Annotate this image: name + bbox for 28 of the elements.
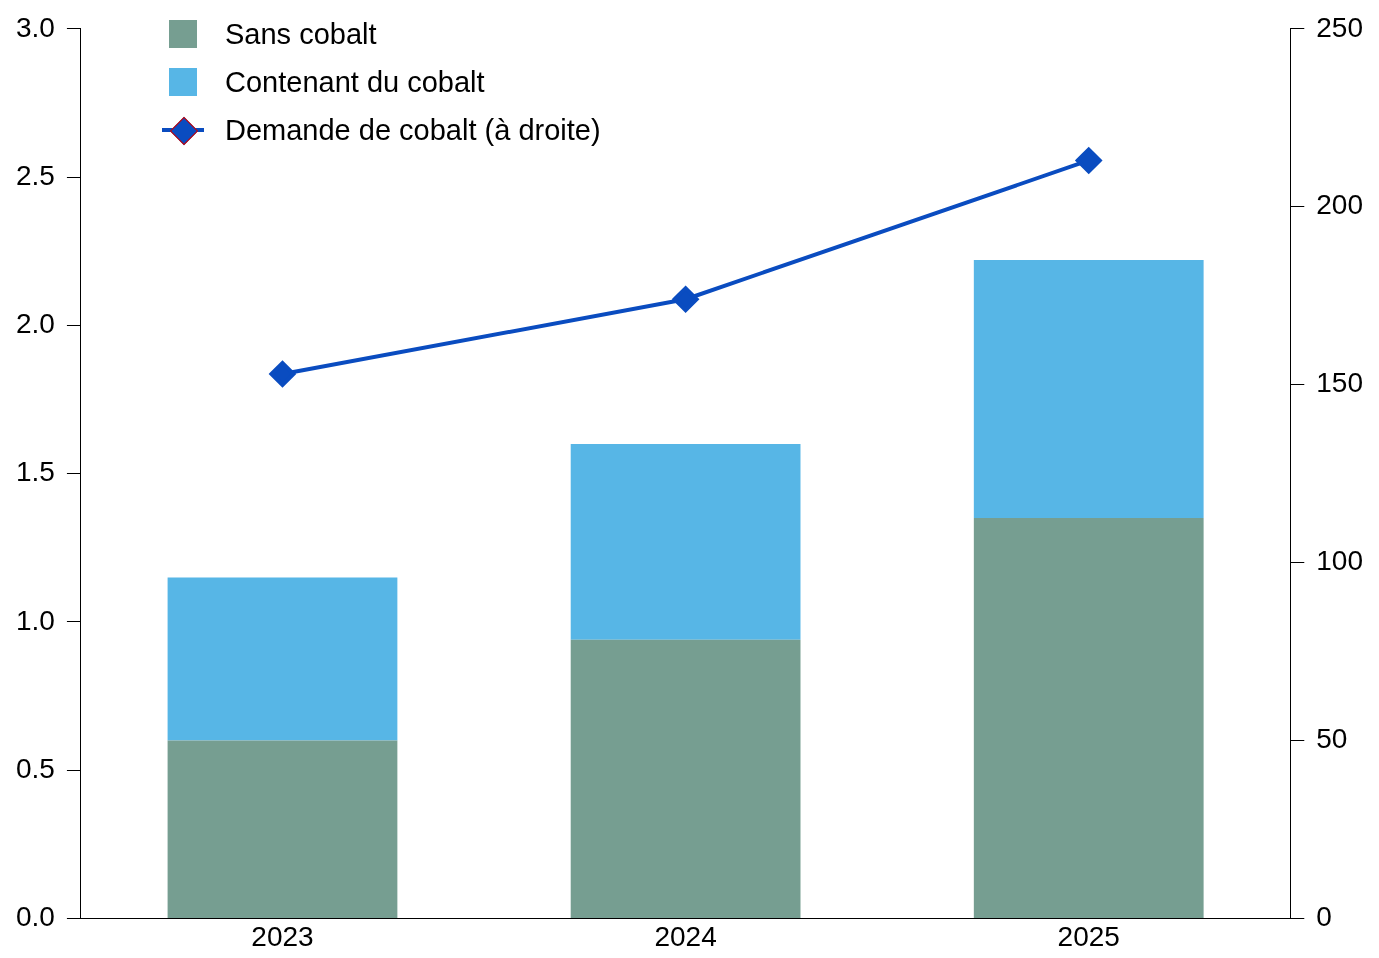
y-tick-label: 0.5 xyxy=(15,752,55,784)
y-tick-label: 0.0 xyxy=(15,901,55,933)
point xyxy=(672,286,699,313)
y-tick-label: 2.0 xyxy=(15,308,55,340)
y2-tick-label: 0 xyxy=(1316,901,1332,933)
point xyxy=(1075,147,1102,174)
y-tick-label: 1.5 xyxy=(15,456,55,488)
y2-tick-label: 150 xyxy=(1316,367,1363,399)
y-tick-label: 2.5 xyxy=(15,159,55,191)
y-tick-label: 1.0 xyxy=(15,604,55,636)
y2-tick-label: 250 xyxy=(1316,11,1363,43)
x-tick-label: 2024 xyxy=(654,920,717,952)
x-tick-label: 2023 xyxy=(251,920,314,952)
y2-tick-label: 100 xyxy=(1316,545,1363,577)
y2-tick-label: 50 xyxy=(1316,723,1348,755)
bar xyxy=(570,639,801,918)
bar xyxy=(570,443,801,640)
point xyxy=(269,360,296,387)
legend-label: Demande de cobalt (à droite) xyxy=(225,113,601,147)
legend-label: Contenant du cobalt xyxy=(225,65,485,99)
bar xyxy=(167,740,398,918)
bar xyxy=(973,260,1204,519)
bar xyxy=(167,577,398,741)
bar xyxy=(973,518,1204,918)
legend-label: Sans cobalt xyxy=(225,17,377,51)
y-tick-label: 3.0 xyxy=(15,11,55,43)
y2-tick-label: 200 xyxy=(1316,189,1363,221)
x-tick-label: 2025 xyxy=(1057,920,1120,952)
